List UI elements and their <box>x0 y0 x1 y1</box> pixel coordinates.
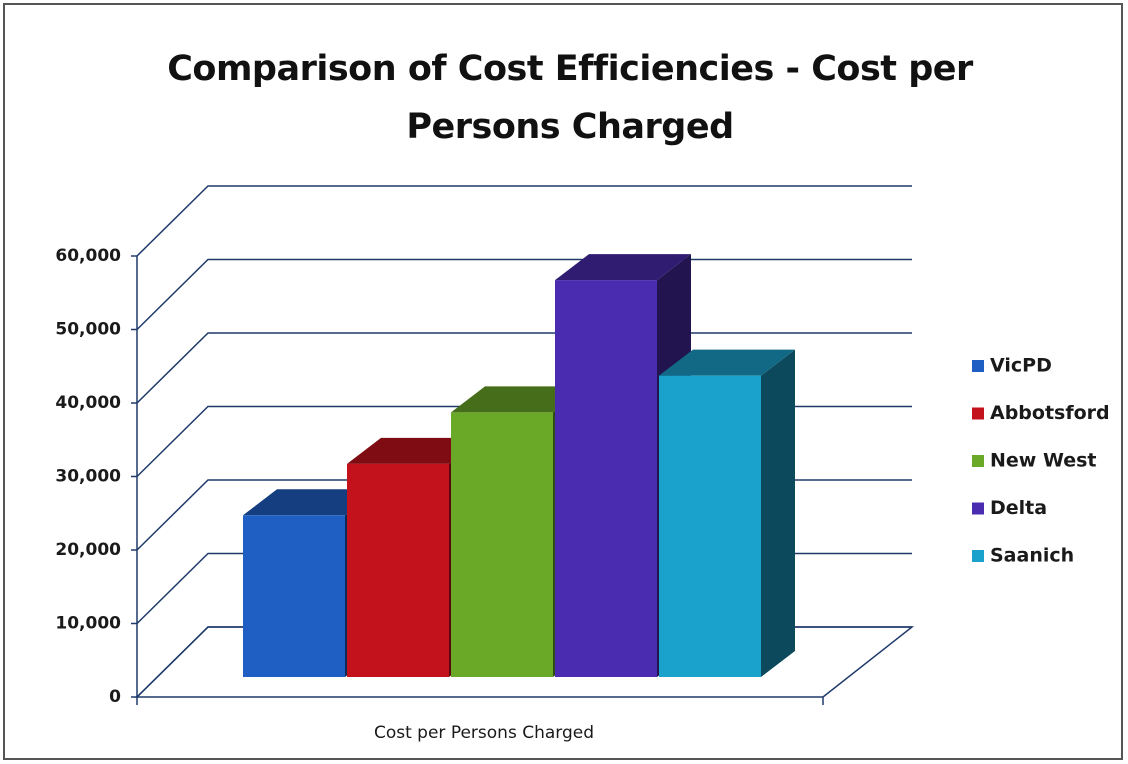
y-tick-label: 10,000 <box>55 614 121 634</box>
bar-top <box>347 437 483 464</box>
legend-swatch <box>972 550 984 562</box>
y-tick-label: 50,000 <box>55 320 121 340</box>
legend-label: Abbotsford <box>990 402 1110 424</box>
y-tick-label: 40,000 <box>55 393 121 413</box>
legend-label: New West <box>990 450 1097 472</box>
bar <box>659 375 761 677</box>
y-tick-label: 60,000 <box>55 246 121 266</box>
bar <box>451 412 553 677</box>
grid-line <box>136 185 912 257</box>
legend-label: VicPD <box>990 355 1052 377</box>
x-tick-label: Cost per Persons Charged <box>374 723 594 743</box>
y-tick-label: 20,000 <box>55 540 121 560</box>
legend-label: Delta <box>990 497 1047 519</box>
legend-label: Saanich <box>990 545 1074 567</box>
legend-swatch <box>972 502 984 515</box>
y-tick-label: 0 <box>109 687 121 707</box>
bar <box>555 280 657 677</box>
legend-swatch <box>972 407 984 420</box>
legend-swatch <box>972 455 984 467</box>
grid-line <box>136 258 912 331</box>
bar <box>243 515 345 677</box>
legend-swatch <box>972 360 984 372</box>
bar <box>347 463 449 677</box>
y-tick-label: 30,000 <box>55 467 121 487</box>
bar-top <box>659 349 795 376</box>
bar-top <box>555 254 691 281</box>
bar-side <box>761 349 795 677</box>
bar-top <box>243 489 379 516</box>
bar-top <box>451 386 587 413</box>
chart-title: Comparison of Cost Efficiencies - Cost p… <box>167 49 973 147</box>
frame <box>3 3 1123 760</box>
